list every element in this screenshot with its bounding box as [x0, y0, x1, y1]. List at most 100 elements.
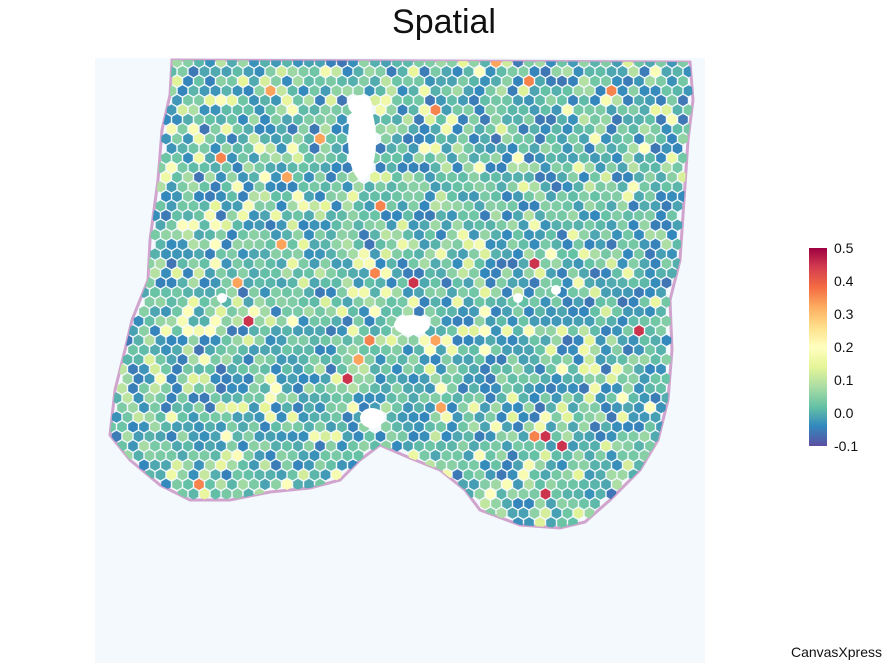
- spot: [397, 392, 408, 404]
- spot: [271, 382, 281, 394]
- spot: [551, 162, 562, 174]
- spot: [232, 315, 243, 327]
- spot: [557, 459, 567, 471]
- spot: [419, 430, 430, 442]
- spot: [623, 75, 633, 87]
- spot: [199, 488, 210, 500]
- spot: [469, 363, 479, 375]
- spot: [623, 60, 633, 68]
- spot: [518, 450, 529, 462]
- spot: [221, 315, 232, 327]
- spot: [535, 229, 545, 241]
- spot: [265, 238, 276, 250]
- spot: [177, 181, 188, 193]
- spot: [601, 114, 611, 126]
- spot: [210, 392, 221, 404]
- spot: [579, 171, 589, 183]
- spot: [403, 152, 413, 164]
- spot: [194, 440, 204, 452]
- spot: [661, 258, 672, 270]
- spot: [172, 114, 182, 126]
- spot: [474, 104, 485, 116]
- spot: [540, 238, 551, 250]
- spot: [634, 286, 644, 298]
- spot: [337, 229, 347, 241]
- spot: [238, 440, 248, 452]
- spot: [381, 152, 391, 164]
- spot: [513, 402, 523, 414]
- spot: [161, 133, 171, 145]
- spot: [480, 478, 490, 490]
- spot: [249, 75, 259, 87]
- spot: [205, 421, 215, 433]
- spot: [337, 190, 347, 202]
- spot: [419, 142, 430, 154]
- spot: [645, 114, 655, 126]
- spot: [166, 296, 177, 308]
- spot: [199, 354, 210, 366]
- spot: [524, 286, 534, 298]
- spot: [524, 267, 534, 279]
- spot: [507, 258, 518, 270]
- spot: [535, 75, 545, 87]
- spot: [529, 258, 540, 270]
- spot: [188, 181, 199, 193]
- spot: [502, 267, 512, 279]
- spot: [551, 488, 562, 500]
- spot: [452, 411, 463, 423]
- spot: [386, 162, 397, 174]
- spot: [414, 190, 424, 202]
- spot: [381, 94, 391, 106]
- spot: [188, 85, 199, 97]
- spot: [155, 277, 166, 289]
- spot: [293, 171, 303, 183]
- spot: [573, 411, 584, 423]
- spot: [458, 306, 468, 318]
- spot: [529, 354, 540, 366]
- spot: [551, 315, 562, 327]
- spot: [304, 344, 314, 356]
- spot: [298, 411, 309, 423]
- spot: [557, 517, 567, 528]
- spot: [403, 402, 413, 414]
- spot: [276, 104, 287, 116]
- spot: [628, 315, 639, 327]
- spot: [639, 450, 650, 462]
- spot: [381, 190, 391, 202]
- spot: [172, 94, 182, 106]
- spot: [491, 133, 501, 145]
- spot: [529, 469, 540, 481]
- spot: [579, 133, 589, 145]
- spot: [298, 469, 309, 481]
- spot: [199, 123, 210, 135]
- spot: [557, 94, 567, 106]
- spot: [656, 114, 666, 126]
- spot: [210, 104, 221, 116]
- spot: [265, 450, 276, 462]
- spot: [590, 498, 600, 510]
- spot: [359, 363, 369, 375]
- spot: [177, 392, 188, 404]
- spot: [348, 229, 358, 241]
- spot: [529, 392, 540, 404]
- spot: [496, 123, 507, 135]
- spot: [480, 133, 490, 145]
- spot: [122, 392, 133, 404]
- spot: [496, 392, 507, 404]
- spot: [232, 181, 243, 193]
- spot: [276, 66, 287, 78]
- spot: [469, 94, 479, 106]
- spot: [232, 85, 243, 97]
- spot: [546, 152, 556, 164]
- spot: [612, 94, 622, 106]
- spot: [595, 392, 606, 404]
- spot: [194, 133, 204, 145]
- spot: [271, 402, 281, 414]
- spot: [562, 488, 573, 500]
- spot: [623, 114, 633, 126]
- spot: [507, 66, 518, 78]
- tissue-outline: [108, 58, 695, 530]
- spot: [518, 469, 529, 481]
- spot: [535, 267, 545, 279]
- spot: [408, 200, 419, 212]
